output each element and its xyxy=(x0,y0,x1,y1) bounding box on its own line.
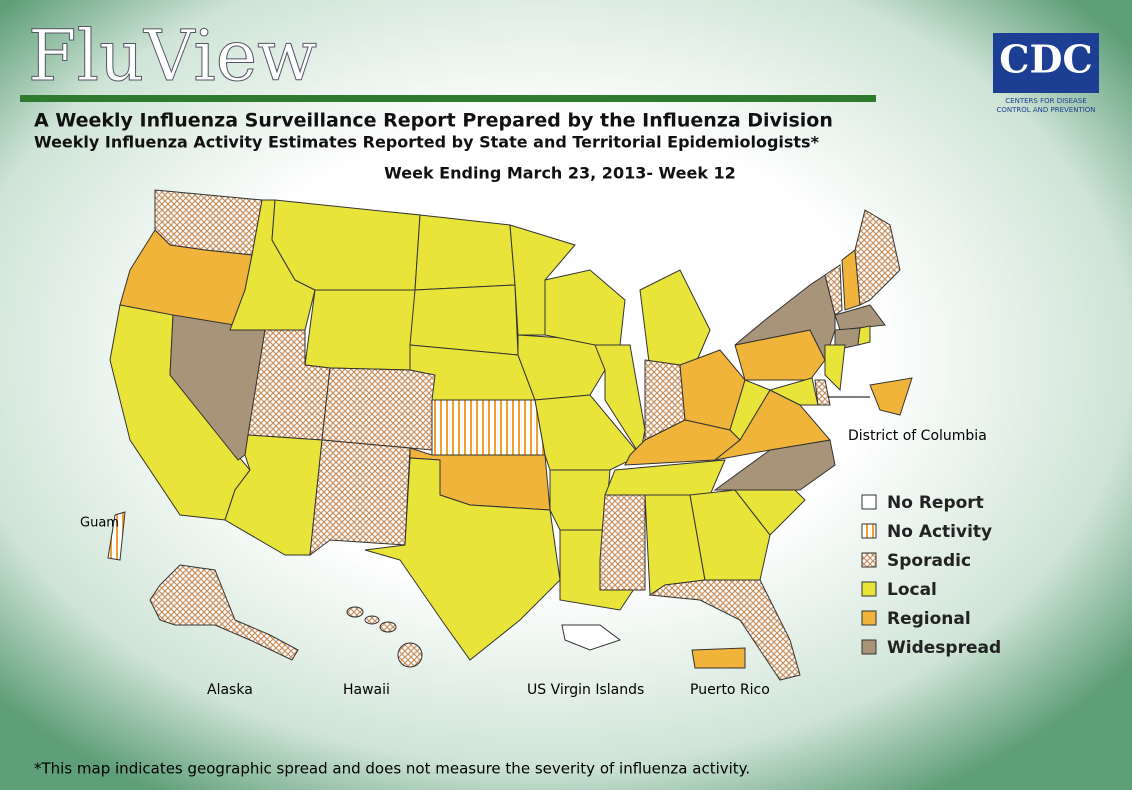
region xyxy=(857,325,871,346)
region xyxy=(149,564,299,661)
legend-label: Local xyxy=(887,580,937,600)
legend-label: Sporadic xyxy=(887,551,971,571)
region-label: Hawaii xyxy=(343,682,390,698)
region xyxy=(107,511,126,561)
legend-label: Regional xyxy=(887,609,971,629)
region xyxy=(648,579,801,681)
region xyxy=(549,469,611,531)
region xyxy=(599,494,646,591)
region xyxy=(824,264,843,316)
region xyxy=(768,377,819,406)
region xyxy=(364,457,561,661)
region xyxy=(414,214,516,291)
region-label: Alaska xyxy=(207,682,253,698)
logo-caption: Control and Prevention xyxy=(996,106,1095,114)
legend-swatch xyxy=(861,610,877,626)
region xyxy=(304,289,416,371)
map xyxy=(107,189,913,681)
region xyxy=(834,304,886,331)
app-title: FluView xyxy=(28,15,317,97)
logo xyxy=(993,33,1099,93)
region-part xyxy=(397,642,423,668)
legend-swatch xyxy=(861,639,877,655)
region-part xyxy=(379,621,397,633)
region xyxy=(561,624,622,651)
legend-swatch xyxy=(861,581,877,597)
region xyxy=(309,439,411,557)
logo-text: CDC xyxy=(999,37,1092,82)
region-label: Puerto Rico xyxy=(690,682,770,698)
region xyxy=(854,209,901,306)
region xyxy=(814,379,831,406)
subtitle: Weekly Influenza Activity Estimates Repo… xyxy=(34,133,820,152)
legend-label: No Activity xyxy=(887,522,992,542)
subtitle: A Weekly Influenza Surveillance Report P… xyxy=(34,110,833,132)
region xyxy=(409,284,519,356)
legend-swatch xyxy=(861,494,877,510)
region xyxy=(691,647,746,669)
week: Week Ending March 23, 2013- Week 12 xyxy=(384,164,736,183)
region xyxy=(431,399,546,456)
region-part xyxy=(346,606,364,618)
region-part xyxy=(364,615,380,625)
region xyxy=(869,377,913,416)
region-label: Guam xyxy=(80,516,119,531)
region-label: US Virgin Islands xyxy=(527,682,644,698)
region xyxy=(271,199,421,291)
legend-swatch xyxy=(861,552,877,568)
region xyxy=(639,269,711,371)
region xyxy=(689,489,771,581)
legend-label: No Report xyxy=(887,493,984,513)
legend-label: Widespread xyxy=(887,638,1001,658)
region-label: District of Columbia xyxy=(848,428,987,444)
title-bar xyxy=(20,95,876,102)
legend-swatch xyxy=(861,523,877,539)
footnote: *This map indicates geographic spread an… xyxy=(34,760,750,778)
region xyxy=(824,344,846,392)
logo-caption: Centers for Disease xyxy=(1005,97,1086,105)
region xyxy=(321,367,436,451)
